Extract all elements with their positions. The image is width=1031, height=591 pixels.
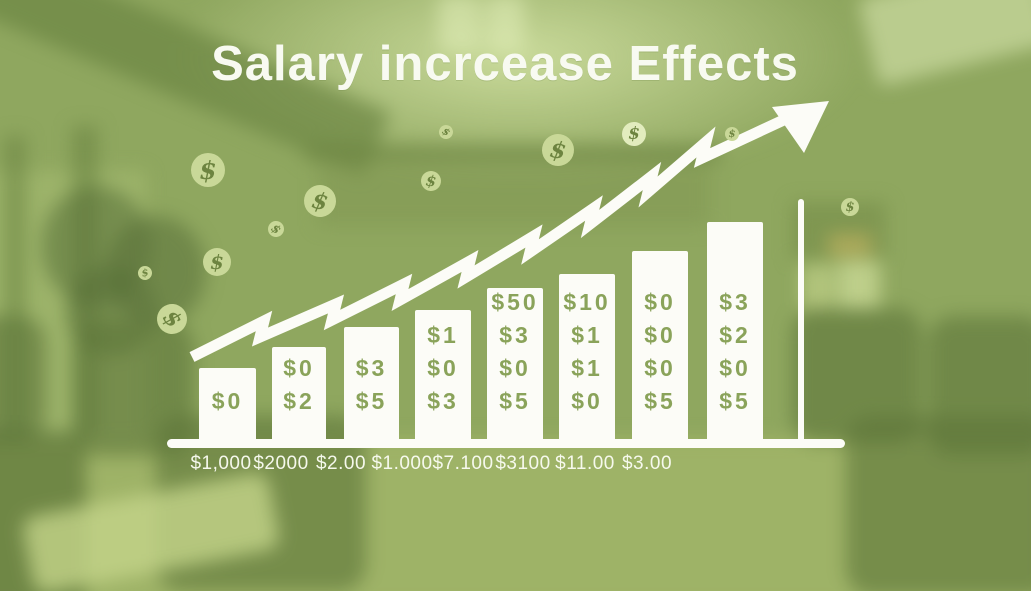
bar-value: $0 [571, 388, 603, 414]
dollar-coin-icon: $ [203, 248, 231, 276]
bar-value: $10 [563, 289, 611, 315]
bar-value: $0 [644, 355, 676, 381]
bar-value: $2 [719, 322, 751, 348]
bar-value: $3 [355, 355, 388, 381]
bar-4: $1 $0 $3 [415, 310, 471, 440]
x-axis-label: $3.00 [621, 453, 673, 474]
bar-value: $5 [355, 388, 388, 414]
bar-1: $0 [199, 368, 256, 440]
wall-frame [802, 264, 834, 310]
page-title: Salary incrcease Effects [211, 37, 799, 91]
bar-3: $3 $5 [344, 327, 399, 440]
bar-8: $3 $2 $0 $5 [707, 222, 763, 440]
x-axis-label: $7.100 [432, 453, 494, 474]
dollar-coin-icon: $ [841, 198, 859, 216]
x-axis-label: $2.00 [315, 453, 367, 474]
x-axis-label: $11.00 [555, 453, 615, 474]
ceiling-light-panel [486, 0, 524, 52]
x-axis-baseline [167, 439, 845, 448]
bar-value: $0 [499, 355, 531, 381]
bar-value: $0 [283, 355, 315, 381]
office-chair [0, 316, 46, 441]
dollar-coin-icon: $ [191, 153, 225, 187]
bar-7: $0 $0 $0 $5 [632, 251, 688, 440]
wall-frame [838, 260, 880, 310]
bar-value: $50 [491, 289, 539, 315]
bar-value: $3 [719, 289, 751, 315]
dollar-coin-icon: $ [622, 122, 646, 146]
bar-value: $1 [571, 355, 603, 381]
bar-value: $1 [571, 322, 603, 348]
bar-6: $10 $1 $1 $0 [559, 274, 615, 440]
x-axis-label: $3100 [495, 453, 551, 474]
office-chair [846, 416, 1031, 591]
bar-value: $0 [644, 289, 676, 315]
bar-value: $3 [427, 388, 459, 414]
bar-value: $0 [427, 355, 459, 381]
x-axis-label: $1.000 [371, 453, 433, 474]
ceiling-light-panel [438, 0, 480, 52]
y-axis-line [798, 199, 804, 447]
bar-value: $0 [211, 388, 244, 414]
bar-value: $0 [644, 322, 676, 348]
bar-value: $1 [427, 322, 459, 348]
bar-value: $0 [719, 355, 751, 381]
x-axis-label: $2000 [253, 453, 309, 474]
whiteboard-top-bar [304, 144, 722, 162]
bar-value: $5 [644, 388, 676, 414]
bar-value: $5 [719, 388, 751, 414]
bar-value: $3 [499, 322, 531, 348]
bar-5: $50 $3 $0 $5 [487, 288, 543, 440]
bar-2: $0 $2 [272, 347, 326, 440]
dollar-coin-icon: $ [725, 127, 739, 141]
bar-value: $2 [283, 388, 315, 414]
bar-value: $5 [499, 388, 531, 414]
shelf-item [828, 234, 872, 256]
x-axis-label: $1,000 [190, 453, 252, 474]
